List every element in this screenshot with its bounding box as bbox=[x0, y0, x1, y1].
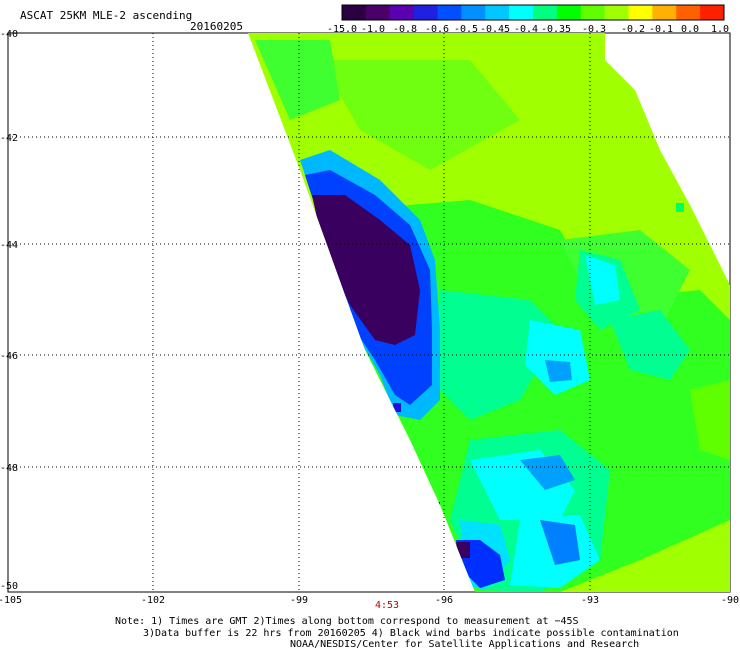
colorbar-cell bbox=[342, 5, 367, 20]
lat-label: -48 bbox=[0, 463, 18, 474]
colorbar-tick-label: 0.0 bbox=[681, 24, 699, 35]
note-line-1: Note: 1) Times are GMT 2)Times along bot… bbox=[115, 616, 579, 627]
colorbar-cell bbox=[365, 5, 391, 20]
colorbar-tick-label: 1.0 bbox=[711, 24, 729, 35]
lat-label: -42 bbox=[0, 133, 18, 144]
colorbar-cell bbox=[485, 5, 510, 20]
lon-label: -105 bbox=[0, 595, 22, 606]
colorbar-cell bbox=[509, 5, 534, 20]
colorbar-tick-label: -0.8 bbox=[393, 24, 417, 35]
colorbar-cell bbox=[413, 5, 438, 20]
colorbar-tick-label: -0.35 bbox=[541, 24, 571, 35]
colorbar-cell bbox=[700, 5, 725, 20]
colorbar-cell bbox=[628, 5, 653, 20]
colorbar-tick-label: -0.4 bbox=[514, 24, 538, 35]
latitude-labels: -40 -42 -44 -46 -48 -50 bbox=[0, 29, 18, 592]
colorbar-tick-label: -0.3 bbox=[582, 24, 606, 35]
grid bbox=[8, 33, 730, 592]
lat-label: -46 bbox=[0, 351, 18, 362]
wind-swath bbox=[248, 33, 730, 592]
colorbar-tick-label: -1.0 bbox=[361, 24, 385, 35]
lon-label: -90 bbox=[721, 595, 739, 606]
lon-label: -102 bbox=[141, 595, 165, 606]
colorbar-cell bbox=[556, 5, 582, 20]
colorbar-cell bbox=[437, 5, 462, 20]
colorbar-tick-label: -15.0 bbox=[327, 24, 357, 35]
longitude-labels: -105 -102 -99 -96 -93 -90 bbox=[0, 595, 739, 606]
lat-label: -44 bbox=[0, 240, 18, 251]
lon-label: -96 bbox=[435, 595, 453, 606]
colorbar-cell bbox=[676, 5, 701, 20]
colorbar-tick-label: -0.5 bbox=[454, 24, 478, 35]
note-line-3: NOAA/NESDIS/Center for Satellite Applica… bbox=[290, 639, 640, 650]
note-line-2: 3)Data buffer is 22 hrs from 20160205 4)… bbox=[143, 628, 679, 639]
lat-label: -40 bbox=[0, 29, 18, 40]
colorbar-cell bbox=[652, 5, 677, 20]
colorbar-cell bbox=[604, 5, 629, 20]
colorbar-cell bbox=[389, 5, 415, 20]
colorbar: -15.0 -1.0 -0.8 -0.6 -0.5 -0.45 -0.4 -0.35 -0.3 -… bbox=[327, 4, 729, 35]
colorbar-frame bbox=[341, 4, 725, 21]
colorbar-cell bbox=[533, 5, 558, 20]
colorbar-tick-label: -0.2 bbox=[621, 24, 645, 35]
map-date: 20160205 bbox=[190, 20, 243, 33]
map-title: ASCAT 25KM MLE-2 ascending bbox=[20, 9, 193, 22]
lon-label: -93 bbox=[581, 595, 599, 606]
colorbar-tick-label: -0.45 bbox=[480, 24, 510, 35]
colorbar-tick-label: -0.6 bbox=[425, 24, 449, 35]
pass-time: 4:53 bbox=[375, 600, 400, 611]
lon-label: -99 bbox=[290, 595, 308, 606]
lat-label: -50 bbox=[0, 581, 18, 592]
colorbar-cell bbox=[580, 5, 606, 20]
colorbar-tick-label: -0.1 bbox=[649, 24, 673, 35]
colorbar-cell bbox=[461, 5, 486, 20]
